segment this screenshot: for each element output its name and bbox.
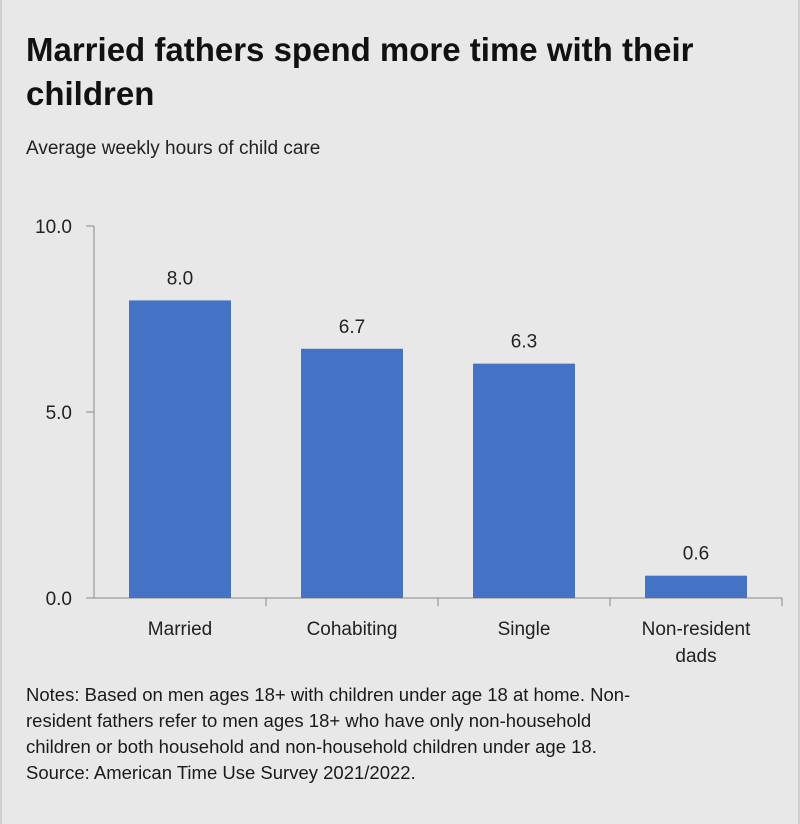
x-category-label: Married bbox=[148, 619, 212, 640]
bar-value-label: 8.0 bbox=[167, 268, 193, 289]
chart-title-line-2: children bbox=[26, 75, 155, 112]
x-category-label: dads bbox=[675, 646, 716, 667]
bar bbox=[129, 300, 231, 598]
notes-line-2: resident fathers refer to men ages 18+ w… bbox=[26, 710, 592, 731]
notes-line-3: children or both household and non-house… bbox=[26, 736, 597, 757]
bar-chart: 0.0 5.0 10.0 8.0 Married 6.7 Cohabiting 6.3 Sing… bbox=[35, 217, 783, 667]
y-tick-label: 10.0 bbox=[35, 217, 72, 238]
x-category-label: Single bbox=[498, 619, 551, 640]
chart-title: Married fathers spend more time with the… bbox=[26, 28, 776, 116]
bar bbox=[473, 363, 575, 598]
chart-title-line-1: Married fathers spend more time with the… bbox=[26, 31, 694, 68]
bar-value-label: 6.3 bbox=[511, 332, 537, 353]
chart-notes: Notes: Based on men ages 18+ with childr… bbox=[26, 682, 786, 786]
bar bbox=[301, 348, 403, 598]
bar bbox=[645, 575, 747, 598]
y-tick-label: 0.0 bbox=[46, 589, 72, 610]
notes-line-1: Notes: Based on men ages 18+ with childr… bbox=[26, 684, 631, 705]
bar-value-label: 0.6 bbox=[683, 544, 709, 565]
notes-line-4: Source: American Time Use Survey 2021/20… bbox=[26, 762, 416, 783]
y-tick-label: 5.0 bbox=[46, 403, 72, 424]
bar-value-label: 6.7 bbox=[339, 317, 365, 338]
x-category-label: Cohabiting bbox=[307, 619, 398, 640]
chart-subtitle: Average weekly hours of child care bbox=[26, 138, 321, 159]
x-category-label: Non-resident bbox=[642, 619, 751, 640]
